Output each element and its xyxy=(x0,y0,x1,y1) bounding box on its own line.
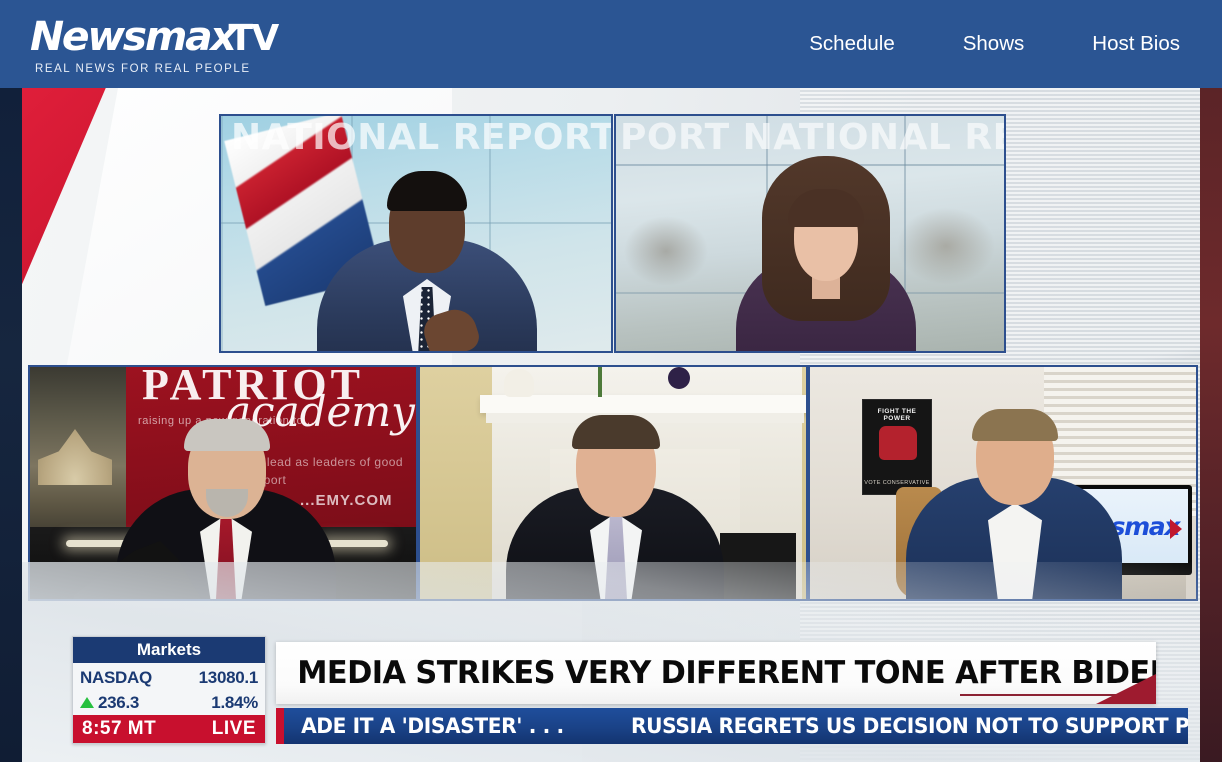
anchor-figure xyxy=(736,140,916,351)
markets-widget: Markets NASDAQ 13080.1 236.3 1.84% xyxy=(72,636,266,744)
markets-row-symbol: NASDAQ 13080.1 xyxy=(80,665,258,690)
brand-tagline: REAL NEWS FOR REAL PEOPLE xyxy=(35,62,251,75)
anchor-figure xyxy=(317,167,537,351)
guest-hair xyxy=(184,419,270,451)
guest-hair xyxy=(572,415,660,449)
anchor-hair-front xyxy=(788,189,864,227)
logo-main-text: Newsmax xyxy=(29,13,237,60)
video-player[interactable]: NATIONAL REPORT PORT NATIONAL RE xyxy=(0,88,1222,762)
capitol-building-photo xyxy=(38,429,112,485)
video-panel-top-right: PORT NATIONAL RE xyxy=(614,114,1006,353)
wall-poster: FIGHT THE POWER VOTE CONSERVATIVE xyxy=(862,399,932,495)
nav-link-host-bios[interactable]: Host Bios xyxy=(1092,32,1180,55)
markets-footer: 8:57 MT LIVE xyxy=(73,715,265,743)
site-header: Newsmax TV REAL NEWS FOR REAL PEOPLE Sche… xyxy=(0,0,1222,88)
studio-light-right xyxy=(322,540,388,547)
headline-banner: MEDIA STRIKES VERY DIFFERENT TONE AFTER … xyxy=(276,642,1156,704)
anchor-hair xyxy=(387,171,467,211)
markets-percent: 1.84% xyxy=(211,692,258,712)
studio-light-left xyxy=(66,540,144,547)
markets-change-wrap: 236.3 xyxy=(80,693,139,713)
lower-third-graphics: Markets NASDAQ 13080.1 236.3 1.84% xyxy=(22,562,1200,762)
markets-header: Markets xyxy=(73,637,265,663)
main-navigation: Schedule Shows Host Bios xyxy=(741,32,1222,56)
banner-title: PATRIOT xyxy=(142,365,364,409)
arrow-up-icon xyxy=(80,697,94,708)
poster-footer: VOTE CONSERVATIVE xyxy=(864,480,930,486)
broadcast-frame: NATIONAL REPORT PORT NATIONAL RE xyxy=(22,88,1200,762)
mantel-flower xyxy=(668,367,690,389)
ticker-item: RUSSIA REGRETS US DECISION NOT TO SUPPOR… xyxy=(630,714,1188,738)
logo-suffix-text: TV xyxy=(228,17,279,59)
fireplace-mantel-trim xyxy=(486,413,804,423)
nav-link-schedule[interactable]: Schedule xyxy=(809,32,895,55)
poster-headline: FIGHT THE POWER xyxy=(877,408,917,422)
poster-fist-icon xyxy=(879,426,917,460)
live-badge: LIVE xyxy=(211,718,256,739)
mantel-urn xyxy=(504,369,534,397)
markets-body: NASDAQ 13080.1 236.3 1.84% xyxy=(73,663,265,715)
logo-wordmark: Newsmax TV xyxy=(29,13,279,60)
newsmax-logo-mark xyxy=(1170,519,1182,539)
fireplace-mantel xyxy=(480,395,806,413)
letterbox-right xyxy=(1200,88,1222,762)
banner-website-url: ...EMY.COM xyxy=(300,492,393,509)
markets-symbol: NASDAQ xyxy=(80,667,152,687)
ticker-accent-bar xyxy=(276,708,284,744)
news-ticker: ADE IT A 'DISASTER' . . . RUSSIA REGRETS… xyxy=(276,708,1188,744)
nav-link-shows[interactable]: Shows xyxy=(962,32,1025,55)
brand-logo[interactable]: Newsmax TV REAL NEWS FOR REAL PEOPLE xyxy=(0,13,279,75)
panel-caption-national-report: NATIONAL REPORT xyxy=(231,117,613,158)
markets-value: 13080.1 xyxy=(198,667,259,687)
letterbox-left xyxy=(0,88,22,762)
guest-hair xyxy=(972,409,1058,441)
panel-caption-national-report-partial: PORT NATIONAL RE xyxy=(620,117,1006,158)
headline-underline xyxy=(960,694,1140,696)
markets-change: 236.3 xyxy=(98,692,140,712)
ticker-item: ADE IT A 'DISASTER' . . . xyxy=(301,714,564,738)
broadcast-clock: 8:57 MT xyxy=(82,718,157,739)
markets-row-change: 236.3 1.84% xyxy=(80,690,258,715)
headline-text: MEDIA STRIKES VERY DIFFERENT TONE AFTER … xyxy=(297,655,1156,691)
video-panel-top-left: NATIONAL REPORT xyxy=(219,114,613,353)
mantel-plant xyxy=(598,367,662,397)
